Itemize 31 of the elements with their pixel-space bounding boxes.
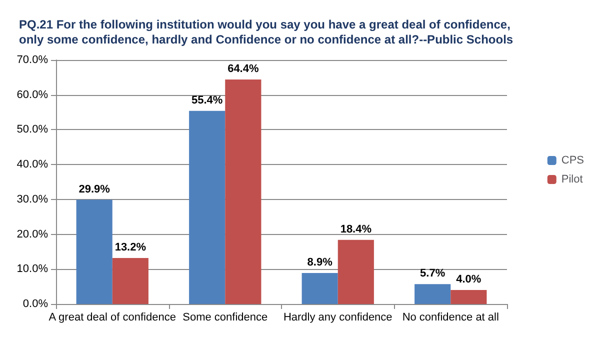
data-label: 5.7% bbox=[420, 268, 446, 280]
y-tick-label: 70.0% bbox=[16, 54, 48, 66]
bar bbox=[414, 284, 451, 304]
y-tick-label: 40.0% bbox=[16, 158, 48, 171]
data-label: 8.9% bbox=[307, 256, 333, 268]
data-label: 13.2% bbox=[114, 241, 146, 254]
y-tick-label: 60.0% bbox=[16, 88, 48, 101]
x-tick-label: Hardly any confidence bbox=[283, 312, 392, 324]
legend-label: Pilot bbox=[561, 174, 583, 186]
y-tick-label: 10.0% bbox=[16, 263, 48, 276]
y-tick-label: 20.0% bbox=[16, 228, 48, 240]
x-tick-label: A great deal of confidence bbox=[48, 312, 176, 324]
y-tick-label: 30.0% bbox=[16, 193, 48, 206]
y-tick-label: 50.0% bbox=[16, 124, 48, 136]
data-label: 18.4% bbox=[340, 223, 372, 236]
data-label: 64.4% bbox=[228, 63, 259, 76]
y-tick-label: 0.0% bbox=[22, 298, 48, 310]
bar bbox=[338, 240, 374, 304]
x-tick-label: No confidence at all bbox=[402, 312, 499, 324]
legend-label: CPS bbox=[561, 154, 584, 166]
data-label: 4.0% bbox=[456, 274, 482, 286]
chart-title: PQ.21 For the following institution would you say you have a great deal of confidence, only some confidence, hardly and Confidence or no confidence at all?--Public Schools bbox=[19, 18, 514, 46]
data-label: 29.9% bbox=[78, 183, 110, 196]
data-label: 55.4% bbox=[191, 94, 223, 106]
bar bbox=[302, 272, 338, 304]
x-tick-label: Some confidence bbox=[182, 312, 268, 324]
bar bbox=[76, 200, 112, 304]
bar bbox=[112, 258, 148, 304]
bar bbox=[189, 110, 226, 304]
bar bbox=[450, 290, 487, 304]
bar bbox=[225, 80, 262, 304]
